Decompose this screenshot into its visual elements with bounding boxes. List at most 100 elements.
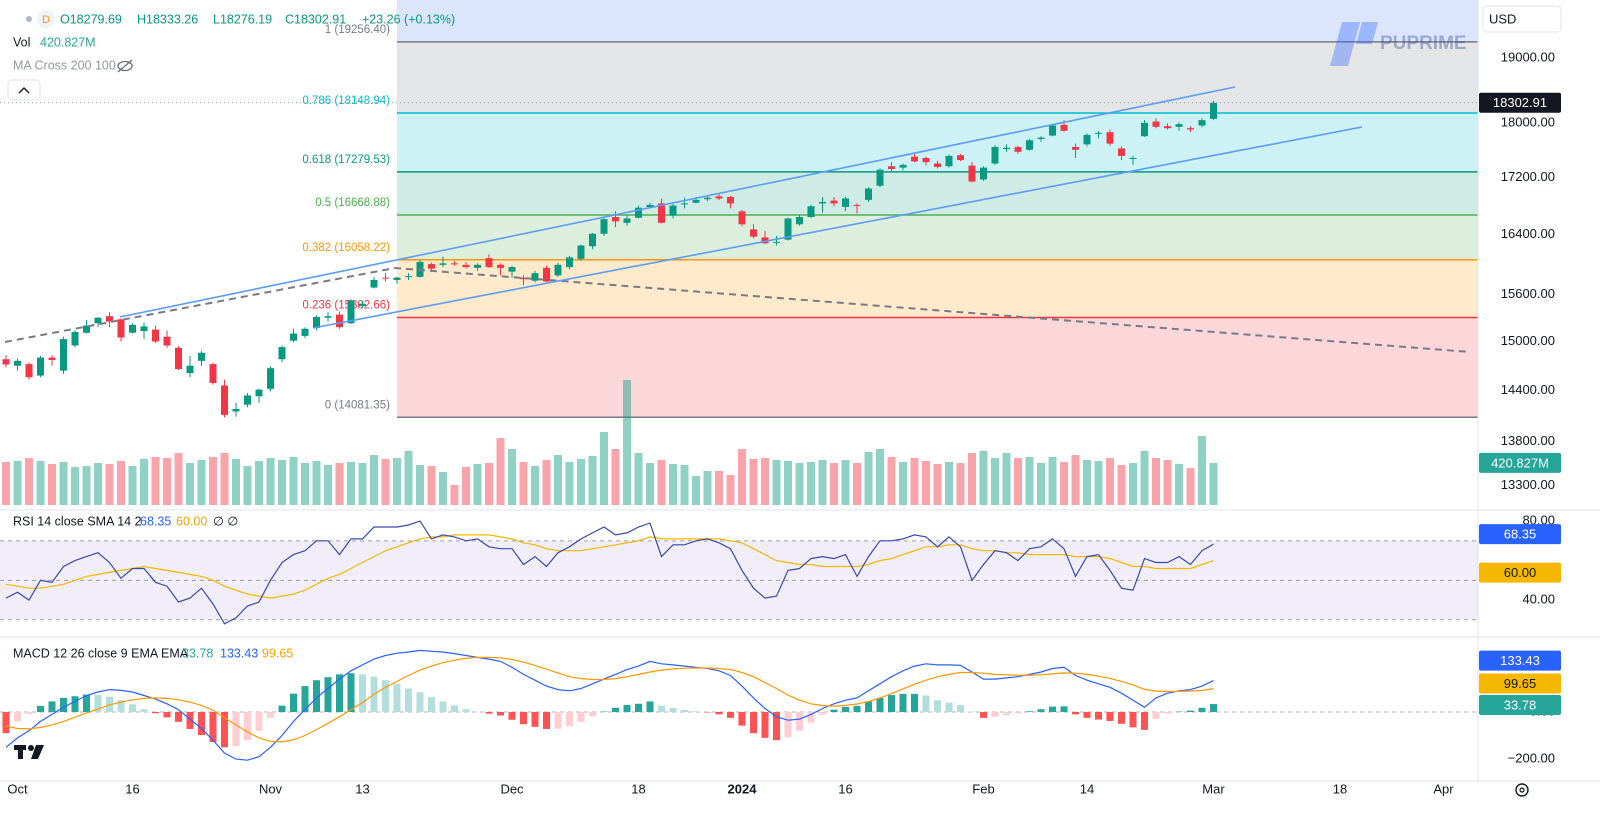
candle-body	[1210, 102, 1217, 119]
fib-band	[397, 41, 1478, 113]
volume-bar	[600, 432, 608, 505]
y-tick-label: 16400.00	[1501, 226, 1555, 241]
volume-bar	[795, 463, 804, 505]
collapse-button[interactable]	[7, 79, 41, 101]
candle-body	[71, 331, 79, 346]
histogram-bar	[416, 692, 424, 712]
volume-bar	[887, 457, 896, 505]
axis-badge	[1479, 452, 1561, 473]
histogram-bar	[669, 708, 677, 712]
candle-body	[612, 217, 619, 222]
ohlc-high: H18333.26	[137, 12, 198, 26]
volume-bar	[542, 460, 551, 505]
chevron	[18, 87, 30, 94]
histogram-bar	[784, 712, 792, 738]
volume-bar	[2, 462, 10, 505]
candle-body	[635, 207, 642, 218]
candle-body	[1037, 137, 1045, 139]
volume-bar	[232, 459, 240, 505]
volume-bar	[853, 463, 861, 505]
volume-bar	[301, 463, 309, 505]
candle-body	[899, 164, 907, 168]
settings-button[interactable]	[1515, 783, 1529, 797]
candle-body	[865, 188, 872, 200]
currency-selector[interactable]: USD	[1482, 5, 1562, 33]
volume-bar	[174, 453, 183, 505]
histogram-bar	[1141, 712, 1148, 730]
candle-body	[1175, 124, 1183, 127]
fib-label: 0 (14081.35)	[325, 399, 390, 411]
fib-band	[397, 214, 1478, 260]
candle-body	[945, 155, 953, 167]
macd-signal-value: 99.65	[262, 646, 293, 660]
volume-bar	[312, 461, 321, 505]
axis-badge-label: 420.827M	[1491, 455, 1549, 470]
volume-bar	[680, 465, 689, 505]
histogram-bar	[244, 712, 251, 741]
interval: D	[42, 14, 50, 26]
volume-bar	[1048, 457, 1057, 505]
histogram-bar	[186, 712, 194, 729]
volume-bar	[1175, 464, 1183, 505]
volume-bar	[933, 464, 942, 505]
candle-body	[209, 364, 217, 383]
candle-body	[497, 264, 504, 268]
candle-body	[669, 205, 677, 216]
histogram-bar	[1072, 712, 1079, 715]
volume-bar	[910, 458, 919, 505]
histogram-bar	[807, 712, 815, 723]
pane-separators	[0, 0, 1600, 782]
volume-bar	[94, 463, 102, 505]
volume-bar	[922, 461, 930, 505]
volume-bar	[577, 459, 585, 505]
candle-body	[140, 326, 148, 332]
histogram-bar	[531, 712, 539, 727]
candle-body	[1026, 140, 1033, 150]
y-tick-label: 15600.00	[1501, 286, 1555, 301]
histogram-bar	[727, 712, 734, 718]
volume-bar	[163, 458, 171, 505]
candle-body	[1060, 124, 1068, 131]
volume-bar	[151, 457, 160, 505]
volume-bar	[876, 449, 884, 505]
candle-body	[278, 347, 286, 360]
x-tick-label: 14	[1080, 781, 1094, 796]
histogram-bar	[301, 686, 309, 712]
volume-bar	[25, 458, 33, 505]
gear	[1515, 783, 1529, 797]
axis-badge	[1479, 673, 1561, 694]
volume-bar	[1152, 458, 1160, 505]
volume-bar	[807, 462, 815, 505]
histogram-bar	[290, 693, 297, 712]
volume-bar	[623, 380, 631, 505]
candle-body	[474, 264, 481, 268]
volume-bar	[220, 453, 229, 505]
candle-body	[370, 279, 378, 288]
logo: PUPRIME	[1330, 22, 1467, 66]
ohlc-low: L18276.19	[213, 12, 272, 26]
histogram-bar	[129, 704, 136, 712]
y-tick-label: 14400.00	[1501, 382, 1555, 397]
ohlc-change: +23.26 (+0.13%)	[362, 12, 455, 26]
volume-bar	[830, 463, 838, 505]
drawings	[4, 86, 1471, 353]
histogram-bar	[658, 705, 665, 712]
candle-body	[117, 319, 125, 338]
channel-lower	[312, 126, 1363, 329]
candle-body	[175, 347, 182, 369]
candle-body	[1014, 147, 1022, 152]
candle-body	[382, 277, 389, 279]
volume-bar	[473, 464, 482, 505]
volume-bar	[1014, 458, 1022, 505]
histogram-bar	[612, 707, 619, 712]
candle-body	[198, 352, 205, 361]
histogram-bar	[451, 705, 458, 712]
hidden-icon[interactable]	[117, 59, 133, 73]
histogram-bar	[14, 712, 21, 722]
histogram-bar	[163, 712, 171, 718]
axis-badges: 18302.91 420.827M 68.35 60.00 133.43 99.65 33.…	[1479, 92, 1561, 716]
volume-bar	[519, 462, 528, 505]
candle-body	[623, 218, 631, 223]
indicator-name: MA Cross 200 100	[13, 58, 116, 72]
rsi-value: 68.35	[140, 514, 171, 528]
